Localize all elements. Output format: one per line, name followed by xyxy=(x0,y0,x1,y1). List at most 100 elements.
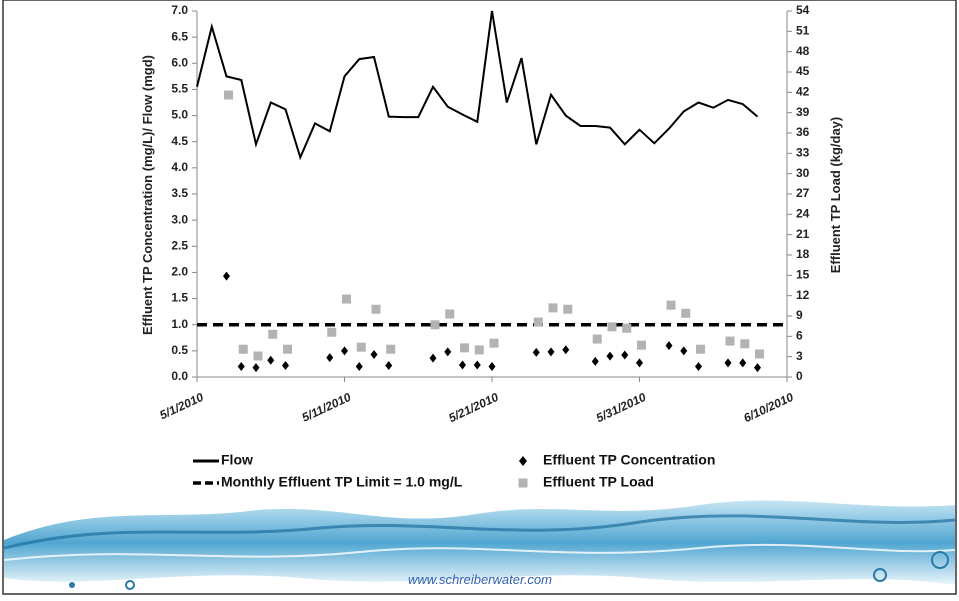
footer-url: www.schreiberwater.com xyxy=(408,572,552,587)
y2-tick-label: 54 xyxy=(796,3,810,17)
load-point xyxy=(327,328,336,337)
y2-tick-label: 36 xyxy=(796,125,810,139)
load-point xyxy=(696,345,705,354)
legend-label: Flow xyxy=(221,452,253,468)
y-tick-label: 0.0 xyxy=(171,369,188,383)
y-tick-label: 4.0 xyxy=(171,160,188,174)
y-tick-label: 0.5 xyxy=(171,343,188,357)
flow-line xyxy=(197,11,758,157)
y2-tick-label: 18 xyxy=(796,247,810,261)
load-point xyxy=(372,305,381,314)
y2-tick-label: 21 xyxy=(796,227,810,241)
concentration-point xyxy=(680,346,687,355)
y-tick-label: 4.5 xyxy=(171,134,188,148)
concentration-point xyxy=(636,358,643,367)
concentration-point xyxy=(326,353,333,362)
legend-label: Effluent TP Load xyxy=(543,474,654,490)
concentration-point xyxy=(607,352,614,361)
y2-tick-label: 51 xyxy=(796,24,810,38)
concentration-point xyxy=(223,272,230,281)
y-tick-label: 3.5 xyxy=(171,186,188,200)
concentration-point xyxy=(267,356,274,365)
y-tick-label: 7.0 xyxy=(171,3,188,17)
legend-label: Effluent TP Concentration xyxy=(543,452,715,468)
concentration-point xyxy=(725,358,732,367)
y2-tick-label: 0 xyxy=(796,369,803,383)
y-tick-label: 5.5 xyxy=(171,82,188,96)
load-point xyxy=(445,309,454,318)
y2-tick-label: 39 xyxy=(796,105,810,119)
concentration-point xyxy=(695,362,702,371)
concentration-point xyxy=(548,347,555,356)
y2-tick-label: 24 xyxy=(796,207,810,221)
y-tick-label: 5.0 xyxy=(171,108,188,122)
load-point xyxy=(637,341,646,350)
load-point xyxy=(593,335,602,344)
load-point xyxy=(224,91,233,100)
load-point xyxy=(431,320,440,329)
concentration-point xyxy=(739,358,746,367)
concentration-point xyxy=(592,357,599,366)
concentration-point xyxy=(474,360,481,369)
load-point xyxy=(283,345,292,354)
load-point xyxy=(490,339,499,348)
x-tick-label: 5/11/2010 xyxy=(300,390,354,425)
legend-swatch xyxy=(519,479,528,488)
concentration-point xyxy=(356,362,363,371)
y2-axis-title: Effluent TP Load (kg/day) xyxy=(828,117,843,274)
load-point xyxy=(534,318,543,327)
concentration-point xyxy=(282,361,289,370)
load-point xyxy=(563,305,572,314)
load-point xyxy=(726,337,735,346)
y2-tick-label: 15 xyxy=(796,268,810,282)
y2-tick-label: 33 xyxy=(796,146,810,160)
x-tick-label: 5/31/2010 xyxy=(594,390,649,425)
load-point xyxy=(254,351,263,360)
concentration-point xyxy=(621,351,628,360)
y-tick-label: 1.5 xyxy=(171,291,188,305)
y2-tick-label: 9 xyxy=(796,308,803,322)
load-point xyxy=(268,330,277,339)
slide: www.schreiberwater.com Effluent TP Conce… xyxy=(0,0,959,596)
concentration-point xyxy=(385,361,392,370)
concentration-point xyxy=(371,350,378,359)
y-tick-label: 6.5 xyxy=(171,29,188,43)
legend-swatch xyxy=(519,456,527,466)
load-point xyxy=(475,345,484,354)
load-point xyxy=(667,301,676,310)
y-tick-label: 1.0 xyxy=(171,317,188,331)
load-point xyxy=(460,343,469,352)
y2-tick-label: 12 xyxy=(796,288,810,302)
load-point xyxy=(681,309,690,318)
concentration-point xyxy=(754,363,761,372)
legend-label: Monthly Effluent TP Limit = 1.0 mg/L xyxy=(221,474,463,490)
y2-tick-label: 42 xyxy=(796,85,810,99)
load-point xyxy=(342,295,351,304)
y-tick-label: 6.0 xyxy=(171,55,188,69)
concentration-point xyxy=(666,341,673,350)
load-point xyxy=(608,322,617,331)
concentration-point xyxy=(253,363,260,372)
y2-tick-label: 30 xyxy=(796,166,810,180)
y-tick-label: 2.0 xyxy=(171,265,188,279)
x-tick-label: 6/10/2010 xyxy=(741,390,796,425)
y2-tick-label: 27 xyxy=(796,186,810,200)
load-point xyxy=(357,343,366,352)
x-tick-label: 5/21/2010 xyxy=(446,390,501,425)
y-tick-label: 3.0 xyxy=(171,212,188,226)
concentration-point xyxy=(562,345,569,354)
load-point xyxy=(755,349,764,358)
load-point xyxy=(622,324,631,333)
concentration-point xyxy=(444,347,451,356)
concentration-point xyxy=(430,354,437,363)
concentration-point xyxy=(533,348,540,357)
load-point xyxy=(386,345,395,354)
concentration-point xyxy=(489,362,496,371)
concentration-point xyxy=(459,360,466,369)
y2-tick-label: 48 xyxy=(796,44,810,58)
y2-tick-label: 3 xyxy=(796,349,803,363)
y-axis-title: Effluent TP Concentration (mg/L)/ Flow (… xyxy=(140,55,155,335)
concentration-point xyxy=(341,346,348,355)
load-point xyxy=(549,303,558,312)
load-point xyxy=(239,345,248,354)
